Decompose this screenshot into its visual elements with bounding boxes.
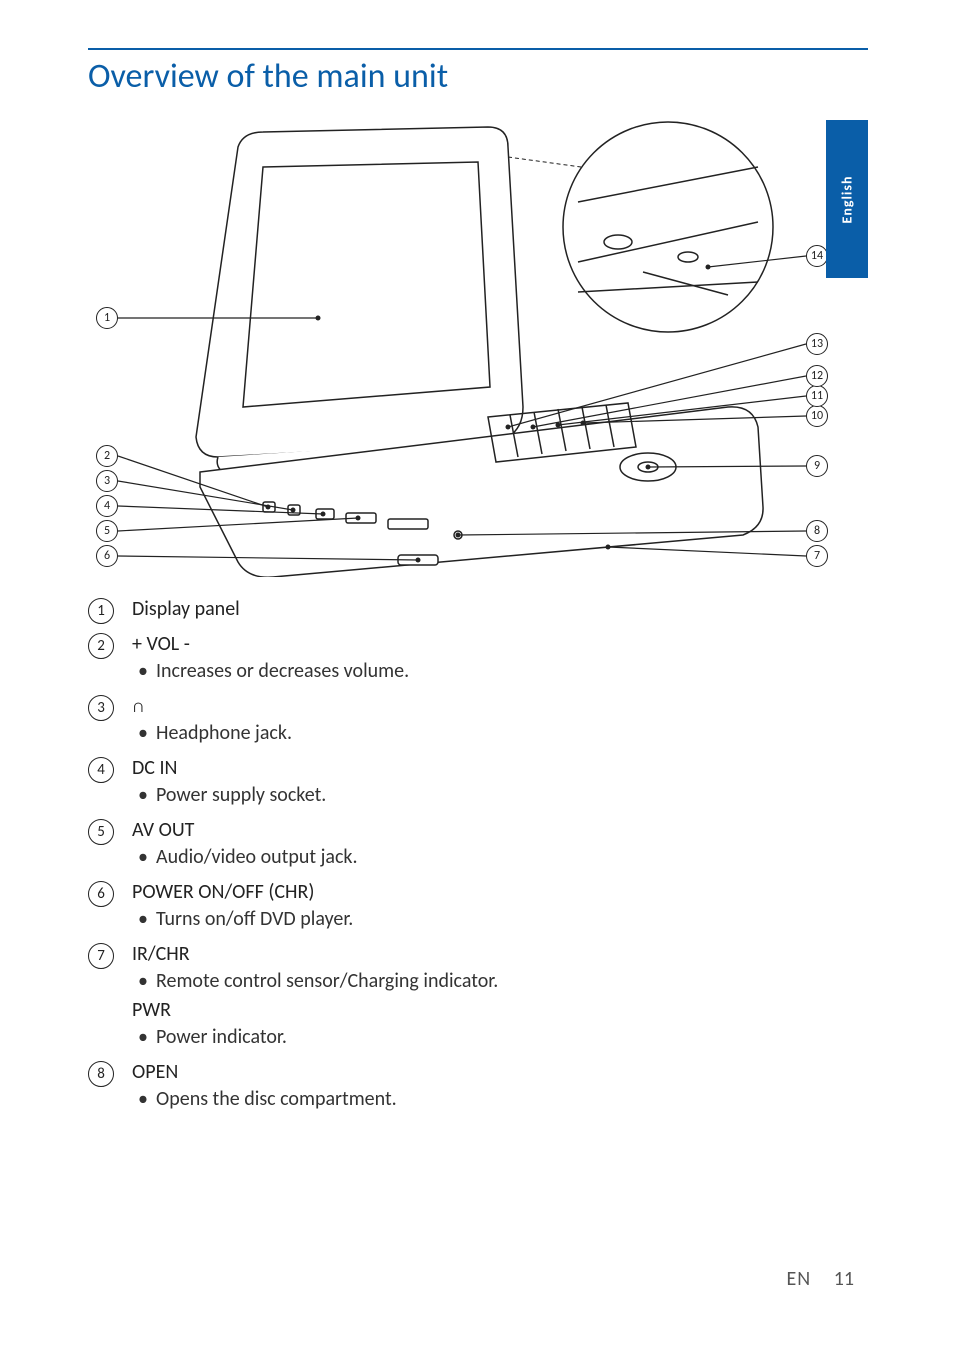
legend-label: DC IN	[132, 756, 868, 780]
footer-page-number: 11	[834, 1267, 854, 1291]
legend-desc: Audio/video output jack.	[156, 842, 868, 872]
legend-number: 7	[88, 943, 114, 969]
legend-number: 3	[88, 695, 114, 721]
legend-label: IR/CHR	[132, 942, 868, 966]
diagram-callout-4: 4	[96, 495, 118, 517]
legend-item-5: 5 AV OUTAudio/video output jack.	[88, 818, 868, 872]
legend-list: 1 Display panel 2 + VOL -Increases or decre…	[88, 597, 868, 1114]
diagram-callout-7: 7	[806, 545, 828, 567]
legend-label: ∩	[132, 694, 868, 718]
legend-number: 2	[88, 633, 114, 659]
diagram-callout-14: 14	[806, 245, 828, 267]
page-footer: EN 11	[787, 1267, 855, 1291]
legend-desc: Power supply socket.	[156, 780, 868, 810]
legend-number: 4	[88, 757, 114, 783]
legend-label: Display panel	[132, 597, 868, 621]
legend-number: 5	[88, 819, 114, 845]
page-title: Overview of the main unit	[88, 56, 868, 97]
legend-desc: Turns on/off DVD player.	[156, 904, 868, 934]
legend-number: 6	[88, 881, 114, 907]
legend-item-8: 8 OPENOpens the disc compartment.	[88, 1060, 868, 1114]
legend-desc: Headphone jack.	[156, 718, 868, 748]
diagram-callout-8: 8	[806, 520, 828, 542]
diagram-callout-1: 1	[96, 307, 118, 329]
legend-desc: Increases or decreases volume.	[156, 656, 868, 686]
overview-diagram: 1234567891011121314	[88, 107, 828, 577]
legend-item-1: 1 Display panel	[88, 597, 868, 624]
diagram-callout-13: 13	[806, 333, 828, 355]
diagram-callout-3: 3	[96, 470, 118, 492]
diagram-callout-12: 12	[806, 365, 828, 387]
diagram-callout-5: 5	[96, 520, 118, 542]
diagram-callout-6: 6	[96, 545, 118, 567]
legend-desc: Remote control sensor/Charging indicator…	[156, 966, 868, 996]
legend-extra-desc: Power indicator.	[156, 1022, 868, 1052]
legend-label: POWER ON/OFF (CHR)	[132, 880, 868, 904]
headphone-icon: ∩	[132, 695, 145, 717]
diagram-callout-11: 11	[806, 385, 828, 407]
legend-desc: Opens the disc compartment.	[156, 1084, 868, 1114]
legend-item-6: 6 POWER ON/OFF (CHR)Turns on/off DVD play…	[88, 880, 868, 934]
legend-number: 1	[88, 598, 114, 624]
legend-label: AV OUT	[132, 818, 868, 842]
legend-extra-label: PWR	[132, 998, 868, 1022]
legend-item-3: 3 ∩ Headphone jack.	[88, 694, 868, 748]
diagram-callout-2: 2	[96, 445, 118, 467]
legend-item-7: 7 IR/CHRRemote control sensor/Charging in…	[88, 942, 868, 1052]
legend-label: OPEN	[132, 1060, 868, 1084]
legend-item-2: 2 + VOL -Increases or decreases volume.	[88, 632, 868, 686]
legend-item-4: 4 DC INPower supply socket.	[88, 756, 868, 810]
footer-lang: EN	[787, 1267, 812, 1291]
language-tab: English	[826, 120, 868, 278]
legend-number: 8	[88, 1061, 114, 1087]
legend-label: + VOL -	[132, 632, 868, 656]
diagram-callout-10: 10	[806, 405, 828, 427]
diagram-callout-9: 9	[806, 455, 828, 477]
